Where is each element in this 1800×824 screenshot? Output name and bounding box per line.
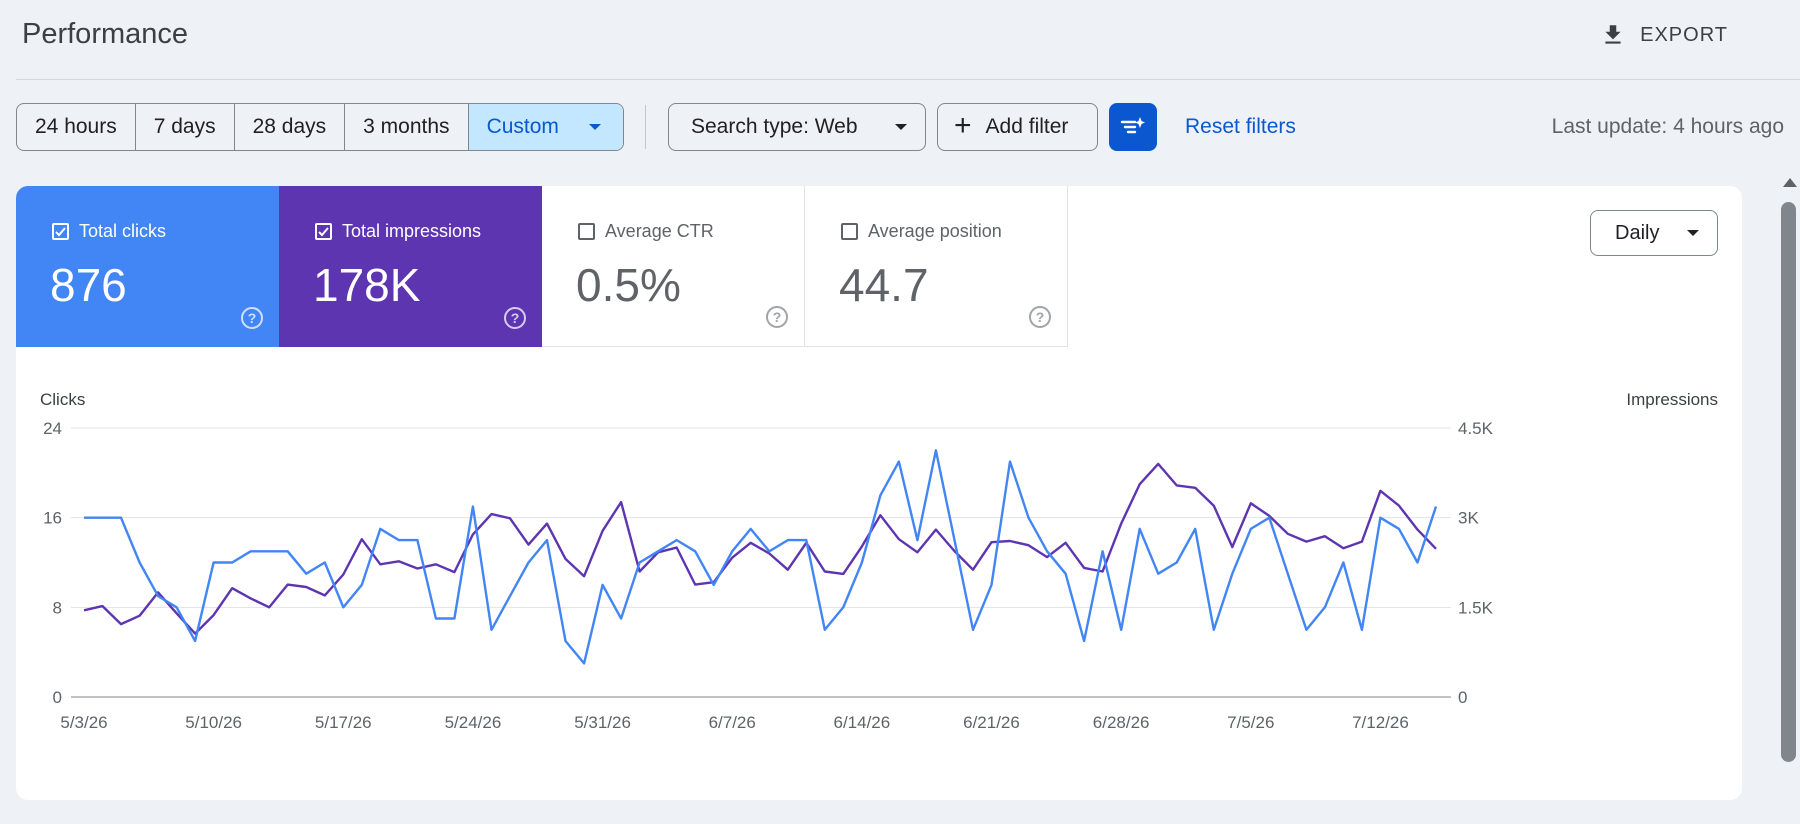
header-divider xyxy=(16,79,1800,80)
metric-label-text: Average CTR xyxy=(605,221,714,241)
metric-tabs: Total clicks 876 ? Total impressions 178… xyxy=(16,186,1068,347)
metric-total-clicks[interactable]: Total clicks 876 ? xyxy=(16,186,279,347)
metric-value: 876 xyxy=(50,259,127,311)
metric-average-position[interactable]: Average position 44.7 ? xyxy=(805,186,1068,347)
add-filter-label: Add filter xyxy=(985,115,1069,138)
right-axis-title: Impressions xyxy=(1626,390,1718,409)
y-right-tick-label: 1.5K xyxy=(1458,598,1494,617)
header: Performance EXPORT xyxy=(0,0,1800,80)
metric-label-text: Total clicks xyxy=(79,221,167,241)
x-tick-label: 6/14/26 xyxy=(833,713,890,732)
checkbox-unchecked-icon[interactable] xyxy=(578,223,595,240)
y-left-tick-label: 8 xyxy=(53,598,62,617)
clicks-series-line xyxy=(84,449,1438,665)
checkbox-checked-icon[interactable] xyxy=(52,223,69,240)
help-icon[interactable]: ? xyxy=(504,307,526,329)
y-right-tick-label: 4.5K xyxy=(1458,419,1494,438)
metric-label-text: Total impressions xyxy=(342,221,482,241)
left-axis-title: Clicks xyxy=(40,390,85,409)
scroll-up-arrow-icon[interactable] xyxy=(1783,178,1797,187)
granularity-dropdown[interactable]: Daily xyxy=(1590,210,1718,256)
x-tick-label: 6/21/26 xyxy=(963,713,1020,732)
checkbox-unchecked-icon[interactable] xyxy=(841,223,858,240)
export-button[interactable]: EXPORT xyxy=(1600,18,1728,52)
x-tick-label: 5/31/26 xyxy=(574,713,631,732)
y-right-tick-label: 3K xyxy=(1458,509,1479,528)
search-type-dropdown[interactable]: Search type: Web xyxy=(668,103,926,151)
checkbox-checked-icon[interactable] xyxy=(315,223,332,240)
metric-label: Total impressions xyxy=(315,221,481,242)
metric-label: Total clicks xyxy=(52,221,166,242)
metric-value: 178K xyxy=(313,259,421,311)
toolbar: 24 hours 7 days 28 days 3 months Custom … xyxy=(16,103,1784,151)
metric-label: Average position xyxy=(841,221,1002,242)
last-update-text: Last update: 4 hours ago xyxy=(1551,115,1784,138)
x-tick-label: 5/24/26 xyxy=(445,713,502,732)
x-tick-label: 5/3/26 xyxy=(60,713,107,732)
range-custom-label: Custom xyxy=(486,115,559,138)
x-tick-label: 5/10/26 xyxy=(185,713,242,732)
download-icon xyxy=(1605,25,1621,44)
range-3-months[interactable]: 3 months xyxy=(345,104,469,150)
reset-filters-link[interactable]: Reset filters xyxy=(1185,115,1296,138)
ai-filter-button[interactable] xyxy=(1109,103,1157,151)
range-custom[interactable]: Custom xyxy=(468,104,623,150)
metric-value: 44.7 xyxy=(839,259,929,311)
caret-down-icon xyxy=(588,124,601,130)
x-tick-label: 5/17/26 xyxy=(315,713,372,732)
range-28-days[interactable]: 28 days xyxy=(235,104,346,150)
add-filter-button[interactable]: + Add filter xyxy=(937,103,1098,151)
page-title: Performance xyxy=(22,18,189,50)
y-left-tick-label: 16 xyxy=(43,509,62,528)
help-icon[interactable]: ? xyxy=(766,306,788,328)
scrollbar[interactable] xyxy=(1778,178,1800,778)
export-label: EXPORT xyxy=(1640,23,1728,46)
metric-label: Average CTR xyxy=(578,221,714,242)
metric-value: 0.5% xyxy=(576,259,681,311)
plus-icon: + xyxy=(954,108,972,142)
sparkle-filter-icon xyxy=(1120,117,1145,134)
toolbar-divider xyxy=(645,105,646,149)
caret-down-icon xyxy=(1687,230,1699,236)
y-left-tick-label: 0 xyxy=(53,688,62,707)
search-type-label: Search type: Web xyxy=(691,115,858,138)
granularity-label: Daily xyxy=(1615,221,1660,244)
performance-chart: Clicks Impressions 0 0 8 1.5K 16 3K 24 4.5K 5/3/… xyxy=(40,390,1718,732)
range-7-days[interactable]: 7 days xyxy=(136,104,235,150)
x-tick-label: 7/5/26 xyxy=(1227,713,1274,732)
help-icon[interactable]: ? xyxy=(241,307,263,329)
impressions-series-line xyxy=(83,462,1437,635)
metric-label-text: Average position xyxy=(868,221,1002,241)
y-right-tick-label: 0 xyxy=(1458,688,1467,707)
help-icon[interactable]: ? xyxy=(1029,306,1051,328)
x-tick-label: 7/12/26 xyxy=(1352,713,1409,732)
range-24-hours[interactable]: 24 hours xyxy=(17,104,136,150)
x-tick-label: 6/28/26 xyxy=(1093,713,1150,732)
metric-total-impressions[interactable]: Total impressions 178K ? xyxy=(279,186,542,347)
date-range-selector: 24 hours 7 days 28 days 3 months Custom xyxy=(16,103,624,151)
scrollbar-thumb[interactable] xyxy=(1781,202,1796,762)
x-tick-label: 6/7/26 xyxy=(709,713,756,732)
y-left-tick-label: 24 xyxy=(43,419,62,438)
caret-down-icon xyxy=(895,124,907,130)
metric-average-ctr[interactable]: Average CTR 0.5% ? xyxy=(542,186,805,347)
performance-card: Total clicks 876 ? Total impressions 178… xyxy=(16,186,1742,800)
